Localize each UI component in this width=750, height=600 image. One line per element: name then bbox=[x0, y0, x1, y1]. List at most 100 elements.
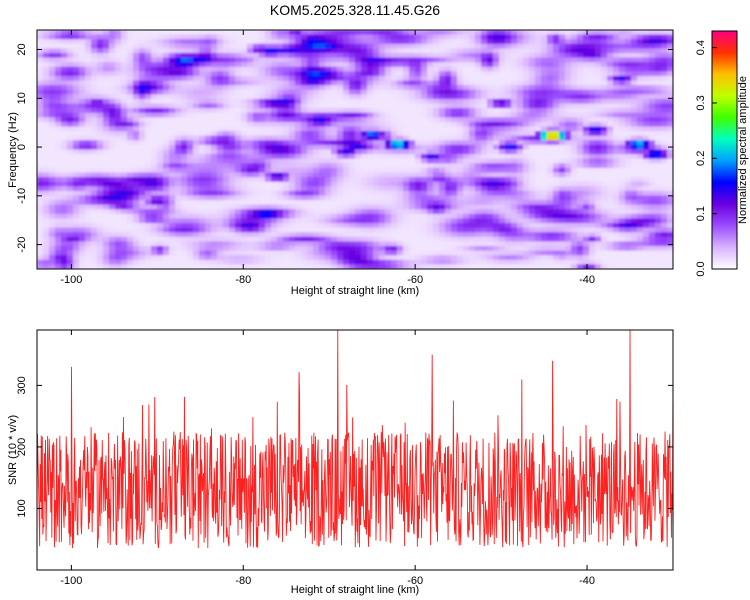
heatmap-cell bbox=[481, 167, 488, 174]
heatmap-cell bbox=[277, 204, 284, 210]
heatmap-cell bbox=[589, 181, 596, 187]
heatmap-cell bbox=[349, 103, 356, 109]
heatmap-cell bbox=[73, 246, 80, 252]
heatmap-cell bbox=[223, 186, 230, 192]
heatmap-cell bbox=[313, 98, 320, 105]
heatmap-cell bbox=[241, 52, 248, 59]
heatmap-cell bbox=[115, 140, 122, 146]
heatmap-cell bbox=[127, 108, 134, 114]
heatmap-cell bbox=[91, 232, 98, 238]
heatmap-cell bbox=[601, 126, 608, 132]
heatmap-cell bbox=[391, 108, 398, 114]
heatmap-cell bbox=[649, 98, 656, 105]
heatmap-cell bbox=[553, 98, 560, 105]
heatmap-cell bbox=[439, 227, 446, 233]
heatmap-cell bbox=[367, 213, 374, 220]
heatmap-cell bbox=[37, 39, 44, 45]
heatmap-cell bbox=[565, 177, 572, 183]
heatmap-cell bbox=[427, 75, 434, 82]
heatmap-cell bbox=[181, 117, 188, 123]
heatmap-cell bbox=[301, 117, 308, 123]
heatmap-cell bbox=[607, 190, 614, 197]
heatmap-cell bbox=[469, 30, 476, 36]
heatmap-cell bbox=[145, 89, 152, 95]
heatmap-cell bbox=[445, 232, 452, 238]
heatmap-cell bbox=[289, 43, 296, 49]
heatmap-cell bbox=[469, 126, 476, 132]
heatmap-cell bbox=[463, 140, 470, 146]
heatmap-cell bbox=[391, 131, 398, 137]
heatmap-cell bbox=[319, 71, 326, 77]
heatmap-cell bbox=[667, 43, 673, 49]
heatmap-cell bbox=[283, 112, 290, 118]
heatmap-cell bbox=[427, 62, 434, 68]
heatmap-cell bbox=[379, 85, 386, 91]
heatmap-cell bbox=[163, 89, 170, 95]
heatmap-cell bbox=[127, 149, 134, 155]
heatmap-cell bbox=[247, 85, 254, 91]
heatmap-cell bbox=[637, 112, 644, 118]
heatmap-cell bbox=[667, 140, 673, 146]
heatmap-cell bbox=[373, 190, 380, 197]
heatmap-cell bbox=[619, 57, 626, 63]
heatmap-cell bbox=[529, 89, 536, 95]
heatmap-cell bbox=[205, 62, 212, 68]
heatmap-cell bbox=[235, 30, 242, 36]
heatmap-cell bbox=[523, 149, 530, 155]
heatmap-cell bbox=[421, 223, 428, 229]
heatmap-cell bbox=[577, 140, 584, 146]
heatmap-cell bbox=[325, 158, 332, 164]
heatmap-cell bbox=[355, 34, 362, 40]
heatmap-cell bbox=[151, 75, 158, 82]
heatmap-cell bbox=[367, 30, 374, 36]
heatmap-cell bbox=[49, 213, 56, 220]
heatmap-cell bbox=[331, 52, 338, 59]
heatmap-cell bbox=[499, 236, 506, 243]
heatmap-cell bbox=[637, 80, 644, 86]
heatmap-cell bbox=[91, 57, 98, 63]
heatmap-cell bbox=[289, 227, 296, 233]
heatmap-cell bbox=[655, 218, 662, 224]
heatmap-cell bbox=[217, 135, 224, 141]
heatmap-cell bbox=[391, 80, 398, 86]
heatmap-cell bbox=[565, 112, 572, 118]
heatmap-cell bbox=[403, 71, 410, 77]
heatmap-cell bbox=[385, 43, 392, 49]
heatmap-cell bbox=[115, 241, 122, 247]
heatmap-cell bbox=[319, 89, 326, 95]
heatmap-cell bbox=[283, 57, 290, 63]
heatmap-cell bbox=[343, 172, 350, 178]
heatmap-cell bbox=[181, 190, 188, 197]
heatmap-cell bbox=[355, 218, 362, 224]
heatmap-cell bbox=[43, 103, 50, 109]
heatmap-cell bbox=[541, 66, 548, 72]
heatmap-cell bbox=[289, 172, 296, 178]
heatmap-cell bbox=[313, 186, 320, 192]
heatmap-cell bbox=[265, 34, 272, 40]
heatmap-cell bbox=[127, 131, 134, 137]
heatmap-cell bbox=[199, 71, 206, 77]
heatmap-cell bbox=[217, 149, 224, 155]
heatmap-cell bbox=[259, 209, 266, 215]
heatmap-cell bbox=[265, 213, 272, 220]
heatmap-cell bbox=[145, 98, 152, 105]
heatmap-cell bbox=[307, 34, 314, 40]
heatmap-cell bbox=[637, 218, 644, 224]
heatmap-cell bbox=[97, 126, 104, 132]
heatmap-cell bbox=[313, 163, 320, 169]
heatmap-cell bbox=[73, 186, 80, 192]
heatmap-cell bbox=[619, 80, 626, 86]
heatmap-cell bbox=[85, 135, 92, 141]
heatmap-cell bbox=[631, 66, 638, 72]
heatmap-cell bbox=[421, 75, 428, 82]
heatmap-cell bbox=[43, 126, 50, 132]
heatmap-cell bbox=[625, 232, 632, 238]
heatmap-cell bbox=[79, 75, 86, 82]
heatmap-cell bbox=[199, 80, 206, 86]
heatmap-cell bbox=[169, 30, 176, 36]
heatmap-cell bbox=[295, 200, 302, 206]
heatmap-cell bbox=[301, 213, 308, 220]
heatmap-cell bbox=[409, 121, 416, 128]
heatmap-cell bbox=[211, 126, 218, 132]
heatmap-cell bbox=[151, 103, 158, 109]
